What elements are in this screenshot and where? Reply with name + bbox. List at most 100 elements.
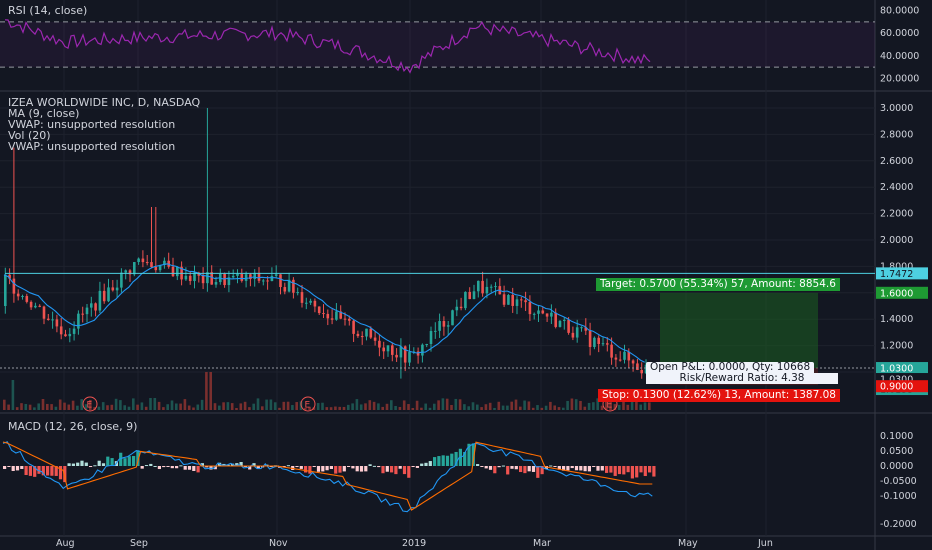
macd-histogram-bar: [441, 455, 445, 466]
position-pnl-label[interactable]: Open P&L: 0.0000, Qty: 10668: [646, 362, 815, 373]
candle-body: [25, 296, 29, 302]
risk-reward-label[interactable]: Risk/Reward Ratio: 4.38: [646, 373, 838, 384]
volume-bar: [493, 407, 496, 410]
x-axis-label: Aug: [56, 538, 75, 549]
rsi-tick-label: 40.0000: [880, 51, 919, 62]
resistance-price-label: 1.7472: [880, 269, 913, 280]
volume-bar: [278, 407, 281, 410]
volume-bar: [218, 405, 221, 410]
macd-histogram-bar: [407, 466, 411, 478]
candle-body: [98, 290, 102, 311]
macd-histogram-bar: [140, 466, 144, 469]
macd-histogram-bar: [132, 456, 136, 466]
volume-bar: [514, 399, 518, 410]
volume-bar: [467, 406, 470, 410]
candle-body: [434, 330, 437, 332]
macd-histogram-bar: [80, 460, 84, 466]
candle-body: [163, 260, 166, 266]
macd-histogram-bar: [390, 466, 394, 473]
macd-histogram-bar: [394, 466, 398, 475]
volume-bar: [312, 407, 316, 410]
volume-bar: [622, 398, 625, 410]
candle-body: [610, 344, 613, 358]
target-label[interactable]: Target: 0.5700 (55.34%) 57, Amount: 8854…: [596, 278, 840, 291]
candle-body: [283, 287, 287, 292]
volume-bar: [613, 404, 617, 410]
macd-histogram-bar: [37, 466, 41, 474]
macd-histogram-bar: [398, 466, 402, 469]
candle-body: [313, 300, 317, 307]
macd-histogram-bar: [175, 466, 179, 469]
candle-body: [601, 343, 605, 345]
macd-histogram-bar: [183, 466, 187, 470]
candle-body: [115, 287, 119, 291]
macd-histogram-bar: [553, 466, 557, 467]
macd-histogram-bar: [596, 466, 600, 471]
candle-body: [429, 331, 433, 345]
target-price-label-bg: [876, 286, 928, 299]
macd-histogram-bar: [28, 466, 32, 476]
volume-bar: [420, 407, 423, 410]
volume-bar: [166, 404, 169, 410]
candle-body: [399, 346, 403, 358]
volume-bar: [213, 403, 217, 410]
volume-bar: [583, 406, 587, 410]
macd-histogram-bar: [639, 466, 643, 473]
candle-body: [537, 310, 540, 314]
legend-ma: MA (9, close): [8, 107, 80, 120]
macd-histogram-bar: [252, 463, 256, 466]
volume-bar: [37, 403, 40, 410]
candle-body: [541, 310, 545, 314]
earnings-marker-label: E: [607, 401, 613, 411]
macd-histogram-bar: [239, 462, 243, 466]
ma-line: [3, 263, 645, 363]
candle-body: [614, 357, 618, 360]
macd-histogram-bar: [480, 466, 484, 467]
macd-histogram-bar: [24, 466, 28, 476]
candle-body: [279, 274, 282, 288]
candle-body: [184, 275, 188, 280]
macd-histogram-bar: [402, 466, 407, 475]
volume-bar: [15, 407, 19, 410]
candle-body: [42, 306, 46, 319]
candle-body: [253, 272, 256, 280]
candle-body: [584, 327, 588, 331]
candle-body: [274, 274, 278, 276]
candle-body: [451, 310, 454, 326]
candle-body: [442, 321, 446, 327]
volume-bar: [76, 405, 79, 410]
macd-histogram-bar: [286, 465, 290, 467]
volume-bar: [162, 407, 165, 410]
volume-bar: [338, 406, 341, 410]
volume-bar: [153, 398, 157, 410]
volume-bar: [54, 406, 58, 410]
macd-histogram-bar: [295, 466, 299, 468]
stop-label[interactable]: Stop: 0.1300 (12.62%) 13, Amount: 1387.0…: [598, 389, 840, 402]
candle-body: [81, 313, 84, 315]
volume-bar: [531, 407, 535, 410]
volume-bar: [441, 398, 445, 410]
volume-bar: [562, 407, 565, 410]
macd-histogram-bar: [58, 466, 63, 480]
price-tick-label: 2.2000: [880, 209, 913, 220]
macd-histogram-bar: [106, 456, 110, 466]
volume-bar: [454, 398, 458, 410]
macd-histogram-bar: [76, 462, 80, 466]
legend-vwap-2: VWAP: unsupported resolution: [8, 140, 176, 153]
macd-histogram-bar: [437, 456, 441, 466]
macd-legend: MACD (12, 26, close, 9): [8, 421, 137, 432]
volume-bar: [58, 399, 62, 410]
candle-body: [47, 318, 50, 320]
volume-bar: [424, 403, 427, 410]
macd-histogram-bar: [41, 466, 45, 476]
macd-tick-label: -0.1000: [880, 491, 917, 502]
macd-histogram-bar: [605, 466, 609, 473]
macd-histogram-bar: [157, 466, 161, 470]
earnings-marker-label: E: [305, 401, 311, 411]
candle-body: [365, 328, 368, 337]
macd-histogram-bar: [506, 466, 510, 475]
candle-body: [369, 328, 373, 338]
candle-body: [72, 328, 76, 334]
macd-histogram-bar: [63, 466, 67, 483]
